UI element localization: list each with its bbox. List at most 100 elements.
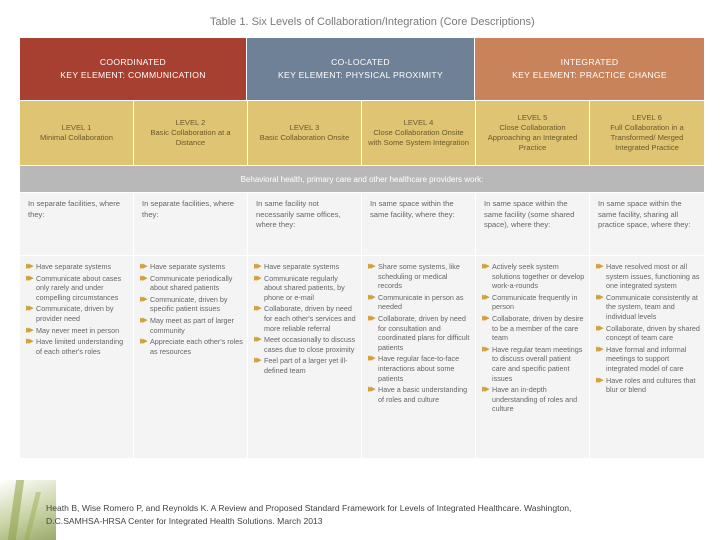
- category-band-row: COORDINATED KEY ELEMENT: COMMUNICATION C…: [20, 38, 704, 100]
- band-key-element: KEY ELEMENT: COMMUNICATION: [60, 70, 206, 80]
- double-arrow-icon: ▶▶: [596, 293, 604, 301]
- band-coordinated: COORDINATED KEY ELEMENT: COMMUNICATION: [20, 38, 247, 100]
- characteristics-column-level-4: ▶▶ Share some systems, like scheduling or…: [362, 256, 476, 458]
- characteristic-text: Feel part of a larger yet ill-defined te…: [264, 356, 348, 375]
- double-arrow-icon: ▶▶: [368, 314, 376, 322]
- characteristic-text: Meet occasionally to discuss cases due t…: [264, 335, 356, 354]
- characteristic-text: Communicate frequently in person: [492, 292, 578, 312]
- characteristic-item: ▶▶ Collaborate, driven by shared concept …: [596, 324, 700, 343]
- characteristic-text: Have an in-depth understanding of roles …: [492, 385, 578, 414]
- double-arrow-icon: ▶▶: [368, 263, 376, 270]
- characteristic-text: Communicate in person as needed: [378, 292, 464, 312]
- characteristic-item: ▶▶ Have formal and informal meetings to s…: [596, 345, 700, 374]
- characteristic-text: Have limited understanding of each other…: [36, 337, 124, 356]
- characteristic-text: May never meet in person: [36, 325, 120, 335]
- characteristic-text: Actively seek system solutions together …: [492, 262, 585, 291]
- characteristic-item: ▶▶ Have a basic understanding of roles an…: [368, 385, 471, 404]
- characteristic-text: Collaborate, driven by need for each oth…: [264, 304, 356, 333]
- location-cell: In same space within the same facility (…: [476, 193, 590, 255]
- double-arrow-icon: ▶▶: [254, 336, 262, 344]
- double-arrow-icon: ▶▶: [140, 263, 148, 270]
- characteristic-text: Have separate systems: [150, 262, 226, 271]
- characteristic-text: Have roles and cultures that blur or ble…: [606, 375, 696, 395]
- double-arrow-icon: ▶▶: [140, 274, 148, 282]
- characteristics-column-level-5: ▶▶ Actively seek system solutions togethe…: [476, 256, 590, 458]
- double-arrow-icon: ▶▶: [140, 338, 148, 346]
- corner-decoration: [0, 480, 720, 540]
- double-arrow-icon: ▶▶: [254, 274, 262, 282]
- level-name: LEVEL 2: [175, 118, 206, 127]
- band-title: COORDINATED: [99, 57, 167, 67]
- characteristic-item: ▶▶ Have separate systems: [254, 262, 357, 272]
- band-title: INTEGRATED: [560, 57, 619, 67]
- characteristic-item: ▶▶ Feel part of a larger yet ill-defined …: [254, 356, 357, 375]
- level-name: LEVEL 1: [61, 123, 92, 132]
- double-arrow-icon: ▶▶: [596, 263, 604, 270]
- location-cell: In same space within the same facility, …: [598, 199, 691, 229]
- characteristic-item: ▶▶ Collaborate, driven by need for each o…: [254, 304, 357, 333]
- characteristic-item: ▶▶ Have separate systems: [140, 262, 243, 272]
- level-description: Basic Collaboration Onsite: [259, 133, 350, 142]
- level-name: LEVEL 4: [403, 118, 434, 127]
- characteristic-item: ▶▶ Collaborate, driven by desire to be a …: [482, 314, 585, 343]
- double-arrow-icon: ▶▶: [368, 293, 376, 301]
- double-arrow-icon: ▶▶: [26, 326, 34, 334]
- characteristic-text: Communicate consistently at the system, …: [606, 292, 698, 321]
- level-description: Close Collaboration Onsite with Some Sys…: [368, 128, 469, 147]
- characteristic-text: Have separate systems: [36, 262, 112, 271]
- double-arrow-icon: ▶▶: [254, 357, 262, 365]
- double-arrow-icon: ▶▶: [254, 305, 262, 313]
- location-cell: In separate facilities, where they:: [20, 193, 134, 255]
- level-3-header: LEVEL 3 Basic Collaboration Onsite: [248, 101, 362, 165]
- characteristic-text: Have formal and informal meetings to sup…: [606, 344, 687, 373]
- characteristic-text: Have regular team meetings to discuss ov…: [492, 344, 583, 383]
- characteristic-text: Communicate, driven by specific patient …: [150, 294, 228, 314]
- level-description: Close Collaboration Approaching an Integ…: [487, 123, 578, 152]
- characteristic-text: May meet as part of larger community: [150, 315, 234, 335]
- level-description: Full Collaboration in a Transformed/ Mer…: [610, 123, 684, 152]
- characteristic-item: ▶▶ Share some systems, like scheduling or…: [368, 262, 471, 291]
- double-arrow-icon: ▶▶: [596, 324, 604, 332]
- location-cell: In separate facilities, where they:: [134, 193, 248, 255]
- characteristic-text: Have a basic understanding of roles and …: [378, 385, 468, 404]
- characteristic-item: ▶▶ Communicate, driven by specific patien…: [140, 295, 243, 314]
- characteristic-item: ▶▶ Communicate frequently in person: [482, 293, 585, 312]
- double-arrow-icon: ▶▶: [140, 316, 148, 324]
- characteristic-item: ▶▶ Communicate, driven by provider need: [26, 304, 129, 323]
- characteristic-text: Have resolved most or all system issues,…: [606, 262, 700, 291]
- characteristic-text: Communicate, driven by provider need: [36, 304, 114, 323]
- level-4-header: LEVEL 4 Close Collaboration Onsite with …: [362, 101, 476, 165]
- characteristic-text: Collaborate, driven by desire to be a me…: [492, 313, 584, 343]
- band-integrated: INTEGRATED KEY ELEMENT: PRACTICE CHANGE: [475, 38, 704, 100]
- characteristic-text: Have separate systems: [264, 262, 340, 271]
- band-key-element: KEY ELEMENT: PRACTICE CHANGE: [512, 70, 667, 80]
- table-title: Table 1. Six Levels of Collaboration/Int…: [210, 16, 535, 28]
- characteristic-text: Collaborate, driven by shared concept of…: [606, 323, 700, 343]
- characteristic-item: ▶▶ Have regular face-to-face interactions…: [368, 354, 471, 383]
- characteristic-item: ▶▶ Appreciate each other's roles as resou…: [140, 337, 243, 356]
- characteristic-text: Collaborate, driven by need for consulta…: [378, 313, 470, 352]
- band-co-located: CO-LOCATED KEY ELEMENT: PHYSICAL PROXIMI…: [247, 38, 475, 100]
- location-row: In separate facilities, where they: In s…: [20, 193, 704, 255]
- double-arrow-icon: ▶▶: [482, 345, 490, 353]
- level-description: Basic Collaboration at a Distance: [150, 128, 231, 147]
- citation: Heath B, Wise Romero P, and Reynolds K. …: [46, 502, 686, 527]
- providers-subheader: Behavioral health, primary care and othe…: [20, 166, 704, 192]
- level-5-header: LEVEL 5 Close Collaboration Approaching …: [476, 101, 590, 165]
- characteristics-column-level-6: ▶▶ Have resolved most or all system issue…: [590, 256, 704, 458]
- citation-line: D.C.SAMHSA-HRSA Center for Integrated He…: [46, 515, 323, 526]
- double-arrow-icon: ▶▶: [596, 376, 604, 384]
- double-arrow-icon: ▶▶: [26, 274, 34, 282]
- band-key-element: KEY ELEMENT: PHYSICAL PROXIMITY: [278, 70, 443, 80]
- characteristic-text: Communicate about cases only rarely and …: [36, 273, 122, 302]
- characteristic-item: ▶▶ Communicate in person as needed: [368, 293, 471, 312]
- double-arrow-icon: ▶▶: [26, 263, 34, 270]
- characteristics-column-level-2: ▶▶ Have separate systems ▶▶ Communicate per…: [134, 256, 248, 458]
- characteristic-item: ▶▶ Have resolved most or all system issue…: [596, 262, 700, 291]
- characteristic-text: Communicate periodically about shared pa…: [150, 273, 233, 293]
- characteristic-item: ▶▶ Actively seek system solutions togethe…: [482, 262, 585, 291]
- level-6-header: LEVEL 6 Full Collaboration in a Transfor…: [590, 101, 704, 165]
- characteristic-item: ▶▶ Have an in-depth understanding of role…: [482, 385, 585, 414]
- level-name: LEVEL 5: [517, 113, 548, 122]
- level-description: Minimal Collaboration: [39, 133, 114, 142]
